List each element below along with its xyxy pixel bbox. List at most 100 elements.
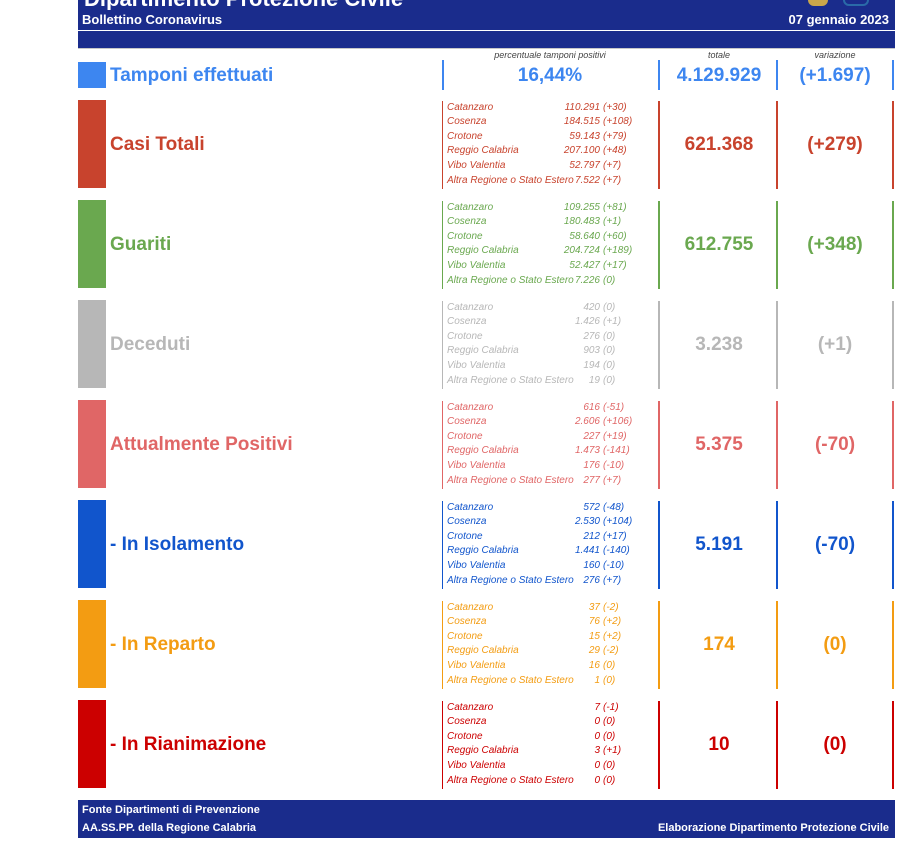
province-row: Vibo Valentia 52.797 (+7) [447,160,657,174]
province-name: Vibo Valentia [447,660,506,671]
column-divider [892,301,894,389]
column-divider [658,301,660,389]
title-partial: Dipartimento Protezione Civile [84,0,403,10]
province-delta: (-2) [603,645,619,656]
province-delta: (-10) [603,560,625,571]
tamponi-change: (+1.697) [799,65,871,86]
percent-column-label: percentuale tamponi positivi [494,50,606,60]
province-delta: (0) [603,675,616,686]
province-value: 276 [583,575,600,586]
section-total: 3.238 [695,334,743,355]
province-list: Catanzaro 37 (-2) Cosenza 76 (+2) Crotone 15 (+2… [442,601,658,689]
province-name: Vibo Valentia [447,160,506,171]
province-delta: (+106) [603,416,633,427]
province-row: Crotone 227 (+19) [447,431,657,445]
province-name: Altra Regione o Stato Estero [447,375,574,386]
section-change: (0) [823,734,847,755]
province-row: Altra Regione o Stato Estero 19 (0) [447,375,657,389]
province-row: Crotone 0 (0) [447,731,657,745]
province-value: 207.100 [563,145,600,156]
province-name: Cosenza [447,616,487,627]
province-value: 212 [583,531,600,542]
province-value: 184.515 [563,116,600,127]
province-list: Catanzaro 109.255 (+81) Cosenza 180.483 (+1) C… [442,201,658,289]
province-delta: (+189) [603,245,633,256]
province-value: 7.522 [574,175,600,186]
tamponi-divider [442,60,444,90]
province-delta: (+2) [603,616,622,627]
section-change: (-70) [814,434,856,455]
section-total: 621.368 [684,134,754,155]
province-name: Vibo Valentia [447,360,506,371]
province-row: Vibo Valentia 160 (-10) [447,560,657,574]
province-delta: (+108) [603,116,633,127]
column-divider [776,401,778,489]
province-delta: (+17) [603,531,627,542]
province-value: 3 [594,745,600,756]
column-divider [776,601,778,689]
province-delta: (+7) [603,160,622,171]
province-delta: (-10) [603,460,625,471]
province-row: Reggio Calabria 207.100 (+48) [447,145,657,159]
province-delta: (+7) [603,575,622,586]
province-value: 29 [588,645,600,656]
province-delta: (0) [603,360,616,371]
province-row: Altra Regione o Stato Estero 7.226 (0) [447,275,657,289]
column-divider [776,301,778,389]
province-value: 277 [583,475,600,486]
province-value: 180.483 [563,216,600,227]
province-list: Catanzaro 572 (-48) Cosenza 2.530 (+104) Croto… [442,501,658,589]
province-delta: (0) [603,345,616,356]
tamponi-total: 4.129.929 [676,65,762,86]
province-delta: (+1) [603,216,622,227]
credit-text: Elaborazione Dipartimento Protezione Civ… [657,822,889,834]
tamponi-label: Tamponi effettuati [110,65,274,86]
province-value: 194 [583,360,600,371]
column-divider [658,101,660,189]
column-divider [658,501,660,589]
province-delta: (0) [603,375,616,386]
province-row: Reggio Calabria 3 (+1) [447,745,657,759]
column-divider [776,201,778,289]
province-name: Altra Regione o Stato Estero [447,575,574,586]
section-change: (-70) [814,534,856,555]
province-delta: (+17) [603,260,627,271]
change-column-label: variazione [814,50,856,60]
province-name: Crotone [447,131,483,142]
logo-emblem-icon [808,0,828,6]
province-value: 109.255 [563,202,600,213]
section-label: Attualmente Positivi [110,434,293,455]
province-row: Reggio Calabria 204.724 (+189) [447,245,657,259]
province-value: 276 [583,331,600,342]
column-divider [658,401,660,489]
province-row: Crotone 58.640 (+60) [447,231,657,245]
province-delta: (+81) [603,202,627,213]
province-value: 227 [583,431,600,442]
province-value: 0 [594,716,600,727]
province-value: 616 [583,402,600,413]
section-change: (+279) [807,134,863,155]
province-list: Catanzaro 110.291 (+30) Cosenza 184.515 (+108… [442,101,658,189]
province-value: 52.797 [569,160,600,171]
province-name: Crotone [447,731,483,742]
province-row: Vibo Valentia 176 (-10) [447,460,657,474]
province-value: 903 [583,345,600,356]
province-name: Vibo Valentia [447,460,506,471]
province-name: Crotone [447,331,483,342]
province-value: 37 [588,602,600,613]
province-delta: (+2) [603,631,622,642]
province-name: Crotone [447,231,483,242]
province-value: 16 [588,660,600,671]
section-color-bar [78,200,106,288]
province-name: Catanzaro [447,302,494,313]
province-value: 176 [583,460,600,471]
province-name: Cosenza [447,416,487,427]
section-row: Attualmente Positivi Catanzaro 616 (-51) Cos… [0,400,905,490]
section-total: 174 [703,634,735,655]
province-delta: (+7) [603,175,622,186]
section-row: Deceduti Catanzaro 420 (0) Cosenza 1.426 (+1) C… [0,300,905,390]
province-value: 204.724 [563,245,600,256]
section-label: - In Isolamento [110,534,245,555]
total-column-label: totale [707,50,731,60]
province-delta: (+1) [603,316,622,327]
